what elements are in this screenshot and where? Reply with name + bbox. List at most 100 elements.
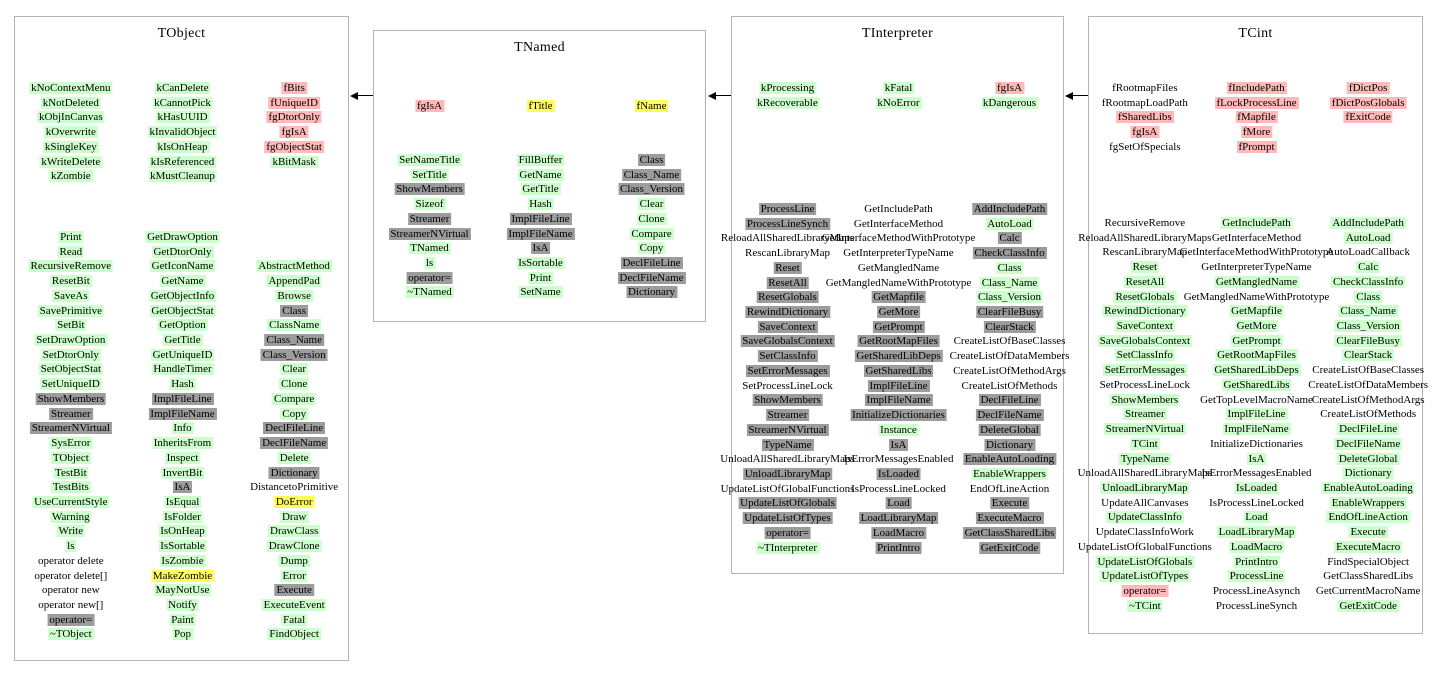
class-member: GetInterpreterTypeName <box>843 247 954 260</box>
class-member: ImplFileLine <box>509 212 572 225</box>
class-member: kNotDeleted <box>40 96 101 109</box>
class-member: ResetGlobals <box>756 291 819 304</box>
class-member: fMore <box>1240 126 1273 139</box>
class-member: ProcessLineSynch <box>1215 599 1298 612</box>
class-member: ReloadAllSharedLibraryMaps <box>1078 231 1212 244</box>
class-member: IsProcessLineLocked <box>851 482 946 495</box>
class-member: UpdateClassInfoWork <box>1095 526 1194 539</box>
class-member: GetMangledName <box>857 261 940 274</box>
class-member: Error <box>280 569 308 582</box>
class-member: FillBuffer <box>516 154 565 166</box>
class-member: EnableWrappers <box>971 467 1048 480</box>
class-member: InvertBit <box>160 466 205 479</box>
class-member: IsA <box>172 481 193 494</box>
class-member: fRootmapLoadPath <box>1101 96 1188 109</box>
class-member: GetExitCode <box>978 541 1041 554</box>
class-member: GetMangledNameWithPrototype <box>1183 290 1330 303</box>
class-member: Fatal <box>281 613 308 626</box>
class-member: GetTitle <box>162 334 203 347</box>
class-member: GetClassSharedLibs <box>1323 570 1414 583</box>
class-member: fSharedLibs <box>1115 111 1174 124</box>
class-member: Dictionary <box>625 286 678 299</box>
class-member: EndOfLineAction <box>1326 511 1410 524</box>
class-member: Pop <box>171 628 194 641</box>
class-member: LoadLibraryMap <box>858 512 939 525</box>
class-member: fgSetOfSpecials <box>1109 140 1181 153</box>
class-member: ~TNamed <box>405 286 454 299</box>
class-member: Browse <box>275 289 313 302</box>
arrowhead-icon <box>1065 92 1073 100</box>
class-member: DeclFileLine <box>263 422 326 435</box>
class-member: FindSpecialObject <box>1327 555 1410 568</box>
class-member: CheckClassInfo <box>1331 275 1406 288</box>
class-box-tcint: TCint fRootmapFiles fRootmapLoadPath fShar… <box>1078 16 1428 634</box>
class-member: ~TObject <box>47 628 94 641</box>
class-member: fgObjectStat <box>264 140 324 153</box>
class-member: DeleteGlobal <box>978 423 1041 436</box>
class-member: Inspect <box>164 451 201 464</box>
class-member: UpdateClassInfo <box>1105 511 1184 524</box>
class-member: EnableAutoLoading <box>962 453 1057 466</box>
class-member: operator new <box>41 584 100 597</box>
class-member: SetClassInfo <box>757 350 818 363</box>
class-member: GetMangledNameWithPrototype <box>825 276 972 289</box>
class-member: IsErrorMessagesEnabled <box>843 453 954 466</box>
class-member: Load <box>1243 511 1270 524</box>
class-member: GetPrompt <box>1230 334 1283 347</box>
class-member: kHasUUID <box>155 111 210 124</box>
class-member: TypeName <box>761 438 814 451</box>
class-member: Class_Name <box>979 276 1040 289</box>
class-member: Execute <box>1348 526 1388 539</box>
class-member: ShowMembers <box>752 394 823 407</box>
class-member: Streamer <box>48 407 93 420</box>
class-member: GetIncludePath <box>864 203 933 215</box>
class-member: ImplFileName <box>148 407 217 420</box>
class-member: operator new[] <box>38 599 104 611</box>
class-member: kFatal <box>882 82 915 94</box>
class-member: ImplFileLine <box>867 379 930 392</box>
class-member: ShowMembers <box>394 183 465 196</box>
class-member: RewindDictionary <box>744 306 831 319</box>
class-member: Class_Name <box>621 168 682 181</box>
class-member: kNoContextMenu <box>29 82 113 94</box>
class-member: fMapfile <box>1235 111 1278 124</box>
class-member: Class <box>280 304 309 317</box>
class-member: DeclFileName <box>617 271 686 284</box>
class-member: ResetBit <box>49 275 92 288</box>
class-member: kNoError <box>875 96 922 109</box>
class-member: operator= <box>1121 585 1169 597</box>
class-member: StreamerNVirtual <box>388 227 471 240</box>
class-member: ClearFileBusy <box>975 306 1044 319</box>
class-member: ShowMembers <box>35 392 107 405</box>
class-member: Class <box>637 154 666 166</box>
class-member: SaveGlobalsContext <box>740 335 835 348</box>
class-member: fDictPosGlobals <box>1329 96 1407 109</box>
class-member: Class <box>1354 290 1383 303</box>
class-member: GetObjectInfo <box>148 289 217 302</box>
class-member: Dictionary <box>983 438 1036 451</box>
class-member: ImplFileName <box>506 227 575 240</box>
class-member: kIsReferenced <box>148 155 217 168</box>
class-member: IsProcessLineLocked <box>1209 496 1304 509</box>
class-member: fPrompt <box>1236 140 1277 153</box>
class-member: GetExitCode <box>1337 599 1399 612</box>
class-member: ResetAll <box>1123 275 1167 288</box>
class-member: UpdateAllCanvases <box>1101 496 1189 509</box>
class-member: GetRootMapFiles <box>857 335 940 348</box>
class-member: GetIconName <box>149 260 216 273</box>
class-member: kCannotPick <box>152 96 213 109</box>
class-member: DeclFileName <box>1334 437 1403 450</box>
class-member: PrintIntro <box>875 541 922 554</box>
class-member: CreateListOfMethods <box>961 379 1058 392</box>
class-title: TInterpreter <box>861 26 934 41</box>
class-member: LoadLibraryMap <box>1216 526 1297 539</box>
class-member: CreateListOfBaseClasses <box>953 335 1066 348</box>
class-member: Dictionary <box>1342 467 1394 480</box>
class-member: EnableAutoLoading <box>1321 481 1415 494</box>
class-member: ~TCint <box>1127 599 1163 612</box>
class-member: Write <box>56 525 86 538</box>
class-member: GetClassSharedLibs <box>962 526 1057 539</box>
class-member: fgIsA <box>1130 126 1160 139</box>
class-member: Print <box>58 231 84 243</box>
class-member: SetName <box>518 286 563 299</box>
